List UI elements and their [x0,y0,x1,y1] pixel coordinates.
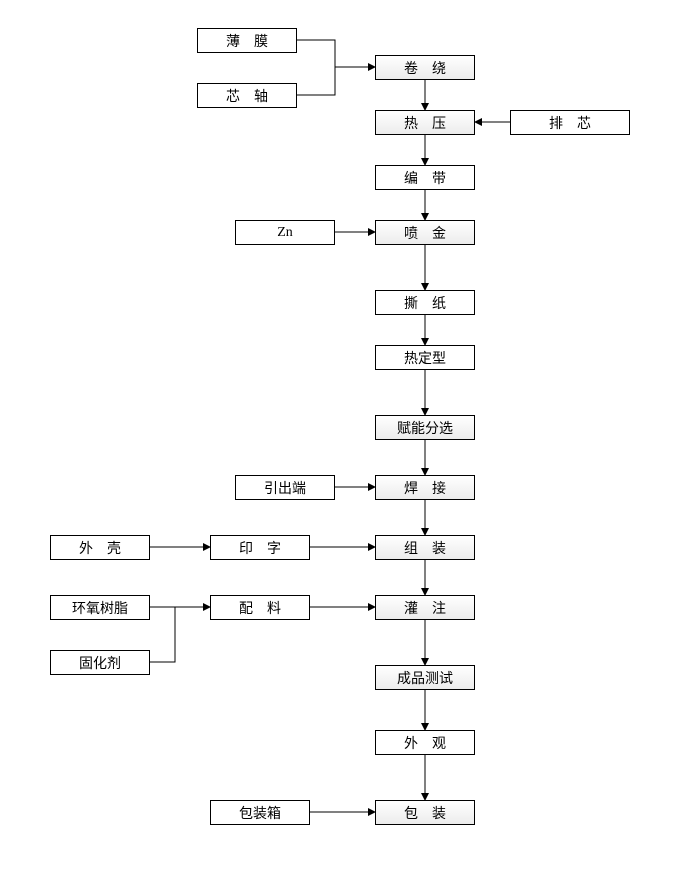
node-sorting: 赋能分选 [375,415,475,440]
node-printing: 印 字 [210,535,310,560]
edge-hardener-compound [150,607,210,662]
node-finaltest: 成品测试 [375,665,475,690]
node-heatset: 热定型 [375,345,475,370]
node-epoxy: 环氧树脂 [50,595,150,620]
node-box: 包装箱 [210,800,310,825]
node-film: 薄 膜 [197,28,297,53]
node-metalize: 喷 金 [375,220,475,245]
node-paichin: 排 芯 [510,110,630,135]
node-welding: 焊 接 [375,475,475,500]
node-potting: 灌 注 [375,595,475,620]
edge-film-winding [297,40,375,67]
node-packing: 包 装 [375,800,475,825]
node-braiding: 编 带 [375,165,475,190]
node-terminal: 引出端 [235,475,335,500]
node-assembly: 组 装 [375,535,475,560]
node-compound: 配 料 [210,595,310,620]
node-tearpaper: 撕 纸 [375,290,475,315]
node-shell: 外 壳 [50,535,150,560]
node-hardener: 固化剂 [50,650,150,675]
node-zn: Zn [235,220,335,245]
node-mandrel: 芯 轴 [197,83,297,108]
node-winding: 卷 绕 [375,55,475,80]
edge-mandrel-winding [297,67,375,95]
node-appearance: 外 观 [375,730,475,755]
node-hotpress: 热 压 [375,110,475,135]
